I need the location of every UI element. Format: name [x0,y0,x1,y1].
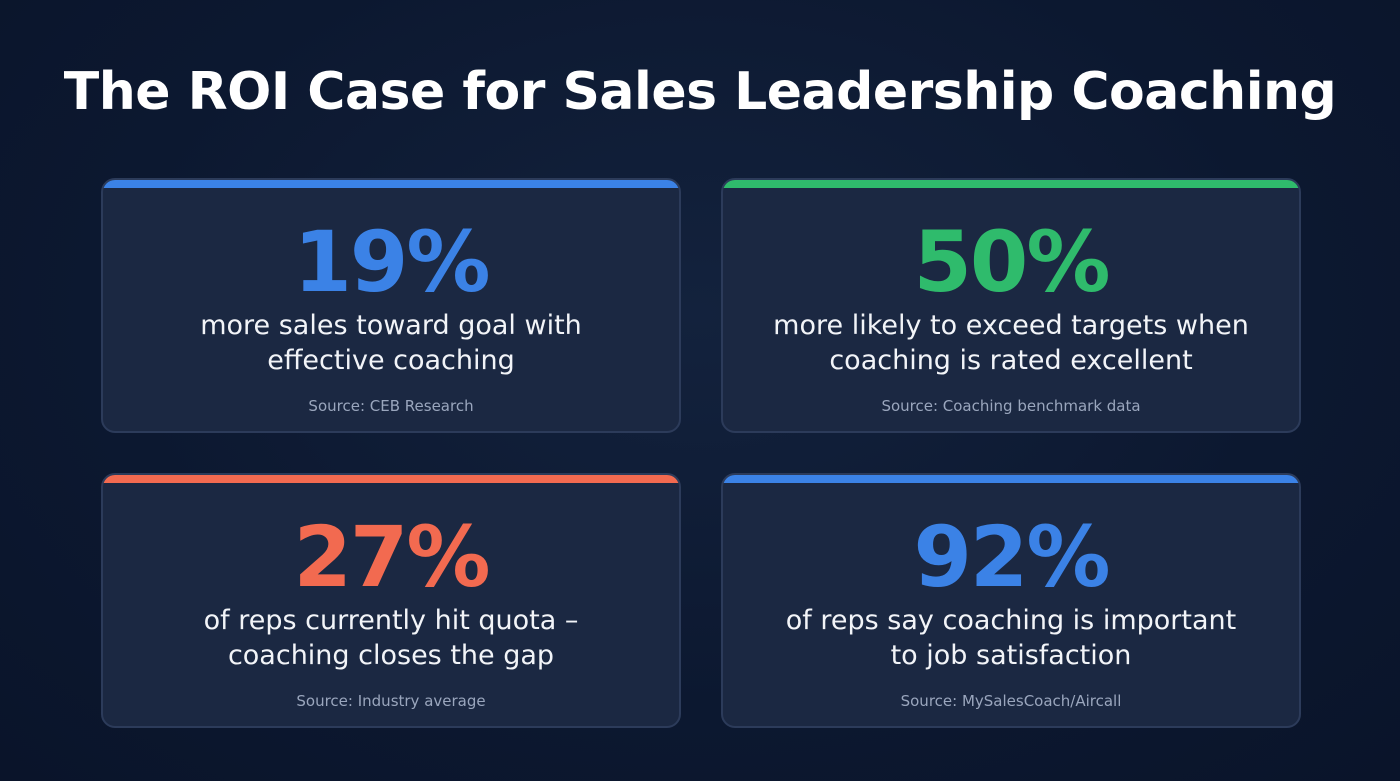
stat-description: more likely to exceed targets when coach… [743,308,1279,378]
stat-value: 92% [913,508,1110,606]
stat-description: of reps currently hit quota – coaching c… [123,603,659,673]
stat-value: 19% [293,213,490,311]
description-line: more sales toward goal with [200,310,582,341]
description-line: to job satisfaction [890,640,1132,671]
description-line: of reps currently hit quota – [203,605,579,636]
description-line: coaching closes the gap [227,640,555,671]
stat-value: 50% [913,213,1110,311]
card-accent-bar [723,180,1299,188]
description-line: of reps say coaching is important [785,605,1237,636]
description-line: coaching is rated excellent [829,345,1193,376]
stat-card-exceed-targets: 50% more likely to exceed targets when c… [721,178,1301,433]
card-accent-bar [103,475,679,483]
stat-description: of reps say coaching is important to job… [743,603,1279,673]
stat-value: 27% [293,508,490,606]
page-title: The ROI Case for Sales Leadership Coachi… [63,62,1337,122]
stat-card-quota: 27% of reps currently hit quota – coachi… [101,473,681,728]
description-line: effective coaching [267,345,515,376]
stat-source: Source: CEB Research [308,397,474,415]
stat-source: Source: MySalesCoach/Aircall [900,692,1122,710]
stat-card-sales-growth: 19% more sales toward goal with effectiv… [101,178,681,433]
card-accent-bar [723,475,1299,483]
stat-description: more sales toward goal with effective co… [123,308,659,378]
stat-source: Source: Industry average [296,692,486,710]
stat-source: Source: Coaching benchmark data [881,397,1141,415]
card-accent-bar [103,180,679,188]
description-line: more likely to exceed targets when [773,310,1249,341]
stat-card-job-satisfaction: 92% of reps say coaching is important to… [721,473,1301,728]
